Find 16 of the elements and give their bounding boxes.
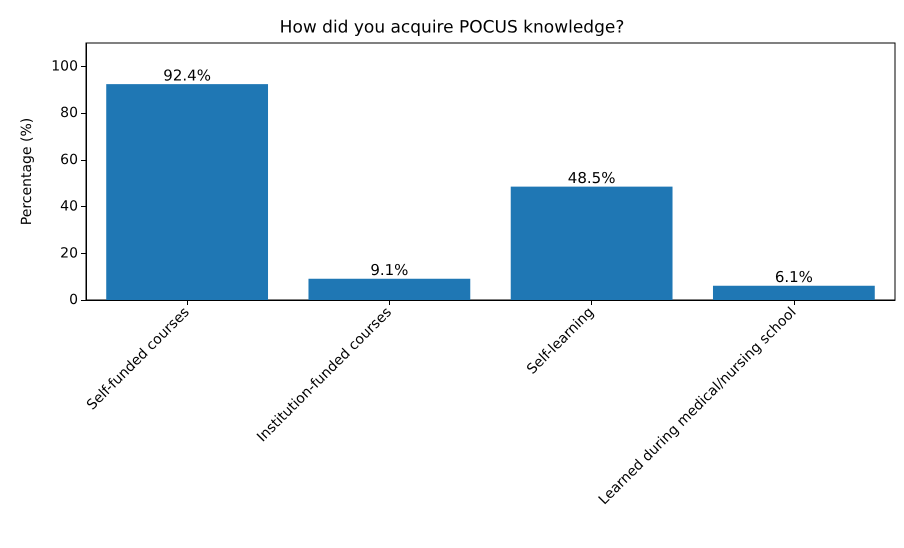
- data-label: 92.4%: [163, 66, 211, 85]
- bar: [712, 286, 875, 300]
- bar: [510, 186, 673, 300]
- y-axis-title: Percentage (%): [19, 118, 35, 226]
- data-label: 9.1%: [370, 261, 408, 280]
- chart-title: How did you acquire POCUS knowledge?: [280, 18, 624, 38]
- y-tick-label: 20: [60, 245, 78, 262]
- y-tick-label: 40: [60, 198, 78, 215]
- data-label: 6.1%: [774, 268, 813, 286]
- y-tick-label: 80: [60, 105, 78, 122]
- y-tick-label: 0: [69, 292, 78, 308]
- y-tick-label: 100: [51, 58, 78, 74]
- bar: [308, 278, 470, 300]
- data-label: 48.5%: [568, 169, 616, 188]
- bar: [106, 84, 268, 300]
- y-tick-label: 60: [60, 152, 78, 168]
